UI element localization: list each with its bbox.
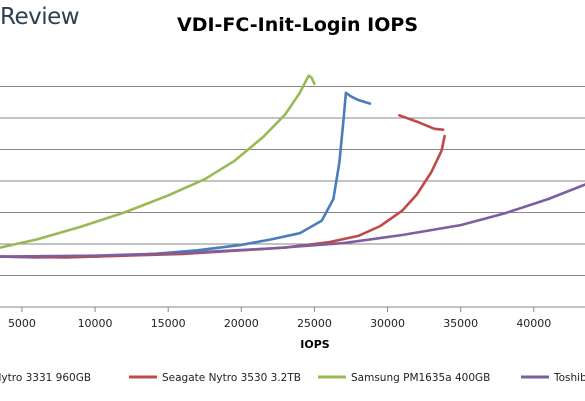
series-line-1-part-1	[398, 114, 445, 131]
legend-entry-3: Toshiba	[553, 372, 585, 384]
x-tick-label-2: 15000	[151, 317, 186, 330]
x-tick-label-5: 30000	[370, 317, 405, 330]
series-layer	[0, 74, 585, 259]
x-tick-label-6: 35000	[443, 317, 478, 330]
x-axis-ticks: 5000 10000 15000 20000 25000 30000 35000 40000	[8, 307, 551, 330]
legend-entry-2: Samsung PM1635a 400GB	[351, 372, 490, 384]
series-line-3	[0, 183, 585, 258]
x-tick-label-4: 25000	[297, 317, 332, 330]
series-line-2	[0, 74, 316, 249]
x-tick-label-1: 10000	[78, 317, 113, 330]
gridlines	[0, 86, 585, 308]
x-tick-label-3: 20000	[224, 317, 259, 330]
legend-entry-1: Seagate Nytro 3530 3.2TB	[162, 372, 301, 384]
x-tick-label-7: 40000	[516, 317, 551, 330]
x-tick-label-0: 5000	[8, 317, 36, 330]
legend-entry-0: Seagate Nytro 3331 960GB	[0, 372, 91, 384]
legend: Seagate Nytro 3331 960GB Seagate Nytro 35…	[0, 372, 585, 384]
chart-title: VDI-FC-Init-Login IOPS	[177, 14, 418, 36]
brand-logo: Review	[0, 4, 80, 30]
x-axis-label: IOPS	[300, 338, 330, 351]
